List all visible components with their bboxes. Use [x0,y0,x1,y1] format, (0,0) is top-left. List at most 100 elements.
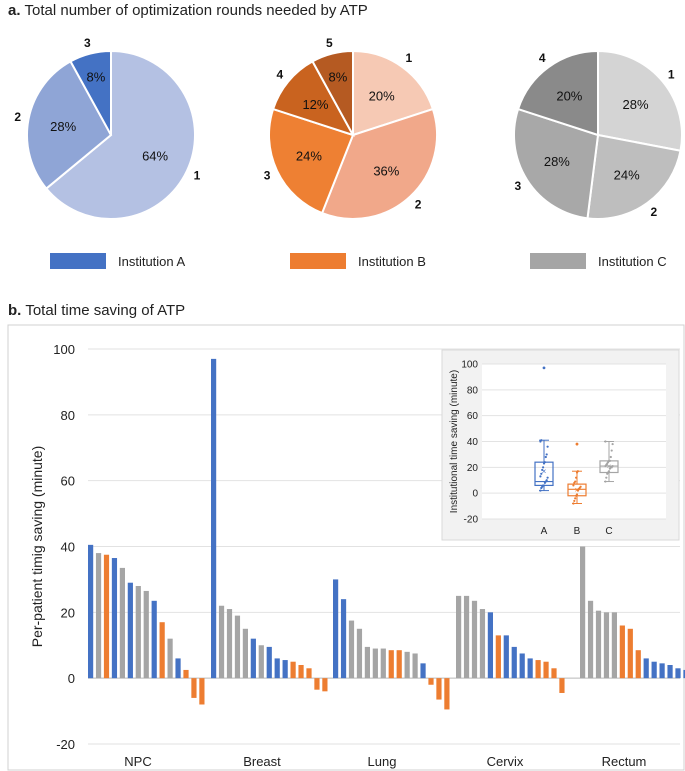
y-tick-label: 60 [61,474,75,489]
box-point [579,485,582,488]
panel-b-title-text: Total time saving of ATP [25,302,185,319]
y-tick-label: 80 [61,408,75,423]
bar [412,653,418,679]
bar-group-Breast: Breast [211,358,328,769]
bar [258,645,264,679]
box-point [545,453,548,456]
bar [456,595,462,679]
box-C: ×C [599,440,619,537]
box-point [605,476,608,479]
panel-a-title-text: Total number of optimization rounds need… [25,2,368,19]
bar [404,651,410,679]
bar [463,595,470,679]
box-point [575,476,578,479]
bar [226,609,233,679]
bar [380,648,386,679]
bar [143,590,149,679]
bar [479,609,486,679]
slice-percent-label: 36% [373,164,399,179]
bar [635,650,641,679]
bar [495,635,501,679]
bar [396,650,402,679]
y-tick-label: -20 [56,737,75,752]
bar [218,605,225,679]
slice-round-label: 2 [415,197,422,211]
box-point [573,499,576,503]
pie-0: 64%128%28%3 [14,36,201,220]
bar [119,567,125,679]
bar [135,586,141,679]
box-point [541,468,544,472]
bar [364,646,370,679]
slice-percent-label: 28% [623,97,649,112]
box-point [572,502,575,505]
box-point [604,480,607,483]
pie-1: 20% 1 36% 2 24% 3 12% 4 8% 5 [264,36,438,220]
bar [420,663,426,679]
legend-swatch [50,253,106,269]
slice-percent-label: 64% [142,149,168,164]
bar [627,628,633,679]
bar [487,612,493,679]
box-B: ×B [567,442,587,537]
box-point [542,466,545,469]
slice-round-label: 2 [650,205,657,219]
inset-category-label: B [574,526,581,537]
bar [290,661,296,679]
pie-slice [513,107,600,220]
bar [503,635,509,679]
legend-item-B: Institution B [290,253,426,269]
box-point [574,497,577,500]
inset-category-label: C [605,526,612,537]
bar [191,678,197,698]
slice-round-label: 1 [405,51,412,65]
bar [683,669,685,679]
bar [111,558,118,679]
category-label: Cervix [487,754,524,769]
box-point [539,489,542,492]
bar [651,661,657,679]
slice-percent-label: 20% [556,89,582,104]
pie-slice [26,60,113,190]
bar-group-NPC: NPC [88,544,205,769]
slice-percent-label: 8% [329,69,348,84]
bar [159,622,165,679]
box-mean-marker: × [542,467,547,476]
bar [535,660,541,679]
box-point [574,480,577,483]
bar-chart: 100 80 60 40 20 0 -20 Per-patient timig saving … [29,342,685,769]
bar [242,628,248,679]
pie-slice [311,49,354,136]
pie-slice [268,107,355,215]
pie-slice [320,107,438,220]
bar [444,678,450,710]
inset-y-tick-label: 0 [472,489,478,500]
slice-round-label: 3 [84,36,91,50]
slice-round-label: 2 [14,110,21,124]
bar [199,678,205,705]
slice-percent-label: 8% [87,69,106,84]
slice-percent-label: 12% [302,97,328,112]
bar [559,678,565,693]
bar [527,658,533,679]
bar [543,661,549,679]
box-point [544,455,547,459]
category-label: NPC [124,754,151,769]
box-point [546,476,549,479]
legend-swatch [290,253,346,269]
slice-round-label: 5 [326,36,333,50]
bar-group-Lung: Lung [333,579,450,769]
box-point [540,439,543,442]
bar [306,668,312,679]
pie-charts: 64%128%28%320%136%224%312%4 8%528%124%228… [14,36,683,220]
box-point [542,484,546,487]
slice-percent-label: 28% [50,119,76,134]
legend: Institution A Institution B Institution C [50,253,667,269]
bar [282,660,288,679]
bar [667,665,673,679]
bar-group-Rectum: Rectum [580,546,685,769]
bar [611,612,617,679]
bar [250,638,256,679]
slice-round-label: 3 [264,168,271,182]
